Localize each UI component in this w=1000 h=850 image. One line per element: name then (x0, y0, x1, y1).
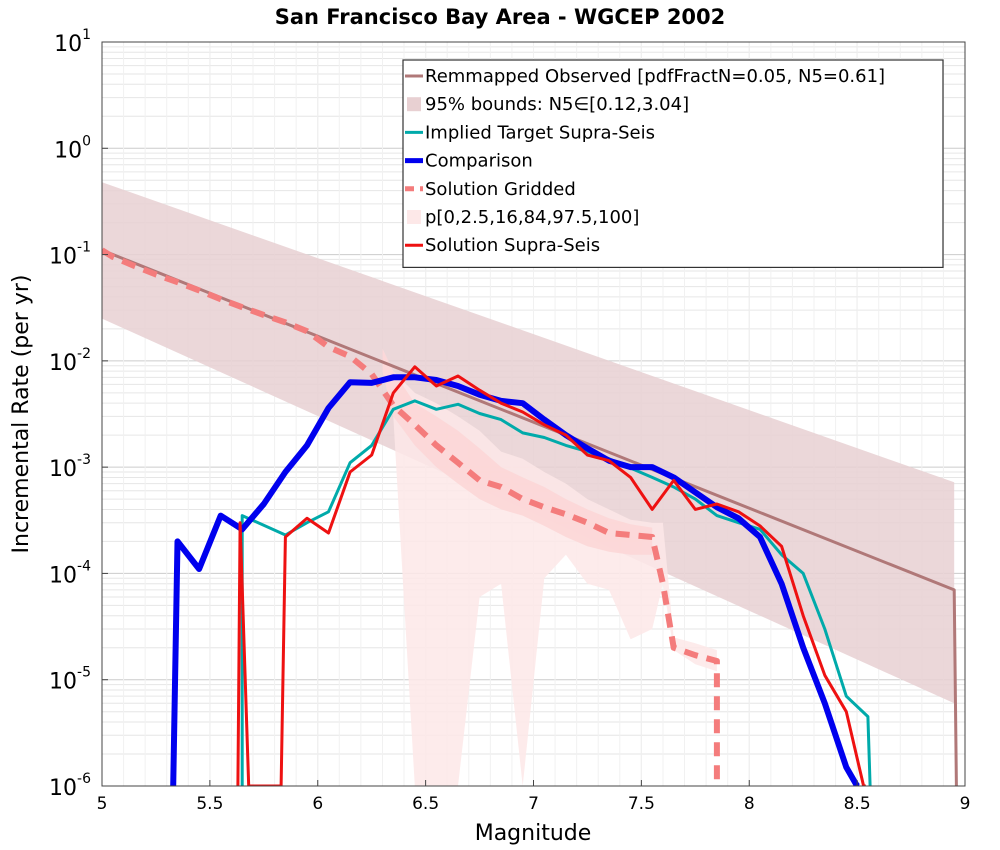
legend-swatch (407, 210, 421, 224)
y-tick-label: 10-6 (49, 771, 91, 801)
legend-label: p[0,2.5,16,84,97.5,100] (425, 207, 639, 228)
legend-label: Solution Supra-Seis (425, 235, 600, 256)
legend-box (402, 59, 944, 268)
legend-label: Implied Target Supra-Seis (425, 122, 655, 143)
x-tick-label: 7.5 (628, 794, 655, 814)
x-tick-label: 9 (960, 794, 971, 814)
series-line (236, 365, 866, 786)
y-tick-base: 10 (49, 670, 77, 695)
x-tick-label: 5 (97, 794, 108, 814)
series-line (102, 248, 958, 786)
y-tick-label: 10-3 (49, 452, 91, 482)
y-tick-base: 10 (54, 32, 82, 57)
y-axis-label: Incremental Rate (per yr) (9, 275, 34, 554)
legend-label: Comparison (425, 151, 533, 172)
y-tick-exponent: -3 (77, 452, 91, 468)
series-line (102, 247, 720, 786)
y-tick-label: 10-2 (49, 346, 91, 376)
band-area (102, 182, 955, 704)
x-tick-label: 6 (312, 794, 323, 814)
legend-label: Solution Gridded (425, 179, 576, 200)
y-tick-label: 100 (54, 133, 91, 163)
y-tick-exponent: -2 (77, 346, 91, 362)
y-tick-base: 10 (49, 351, 77, 376)
y-tick-exponent: -5 (77, 665, 91, 681)
x-tick-label: 7 (528, 794, 539, 814)
legend: Remmapped Observed [pdfFractN=0.05, N5=0… (402, 59, 944, 268)
x-tick-label: 6.5 (412, 794, 439, 814)
x-axis-label: Magnitude (475, 821, 592, 846)
y-tick-base: 10 (54, 138, 82, 163)
y-tick-label: 10-4 (49, 558, 91, 588)
legend-label: Remmapped Observed [pdfFractN=0.05, N5=0… (425, 66, 885, 87)
y-tick-base: 10 (49, 563, 77, 588)
x-tick-label: 8 (744, 794, 755, 814)
series-lines (102, 247, 958, 786)
y-tick-exponent: -4 (77, 558, 91, 574)
y-tick-exponent: 0 (82, 133, 91, 149)
y-tick-label: 101 (54, 27, 91, 57)
series-line (240, 399, 872, 786)
y-tick-label: 10-1 (49, 240, 91, 270)
series-line (170, 374, 861, 786)
y-tick-base: 10 (49, 457, 77, 482)
x-axis-ticks: 5 5.5 6 6.5 7 7.5 8 8.5 9 (97, 780, 971, 814)
y-tick-base: 10 (49, 245, 77, 270)
y-tick-exponent: -6 (77, 771, 91, 787)
y-tick-exponent: 1 (82, 27, 91, 43)
y-tick-label: 10-5 (49, 665, 91, 695)
chart-title: San Francisco Bay Area - WGCEP 2002 (275, 5, 726, 29)
y-tick-exponent: -1 (77, 240, 91, 256)
x-tick-label: 8.5 (844, 794, 871, 814)
y-tick-base: 10 (49, 776, 77, 801)
x-tick-label: 5.5 (196, 794, 223, 814)
legend-label: 95% bounds: N5∈[0.12,3.04] (425, 94, 689, 115)
legend-swatch (407, 97, 421, 112)
